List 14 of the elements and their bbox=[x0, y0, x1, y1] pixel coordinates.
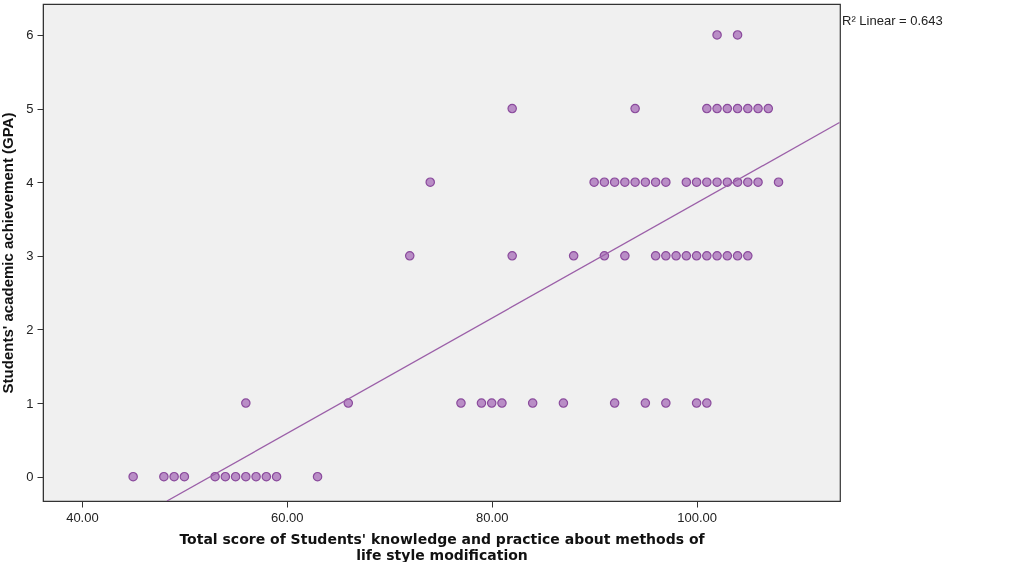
x-tick-label: 100.00 bbox=[677, 509, 717, 525]
x-tick-label: 40.00 bbox=[66, 509, 99, 525]
x-axis-title: Total score of Students' knowledge and practice about methods of life style modification bbox=[179, 530, 706, 563]
y-tick-label: 6 bbox=[26, 27, 34, 43]
x-tick-label: 60.00 bbox=[271, 509, 304, 525]
y-tick-label: 3 bbox=[26, 248, 34, 264]
y-tick-label: 2 bbox=[26, 321, 34, 337]
y-axis-title: Students' academic achievement (GPA) bbox=[0, 112, 17, 394]
y-tick-label: 4 bbox=[26, 174, 34, 190]
text: R² Linear = 0.643 bbox=[842, 13, 943, 28]
y-tick-label: 1 bbox=[26, 395, 34, 411]
y-tick-label: 5 bbox=[26, 101, 34, 117]
x-tick-label: 80.00 bbox=[475, 509, 509, 525]
y-tick-label: 0 bbox=[26, 469, 34, 485]
